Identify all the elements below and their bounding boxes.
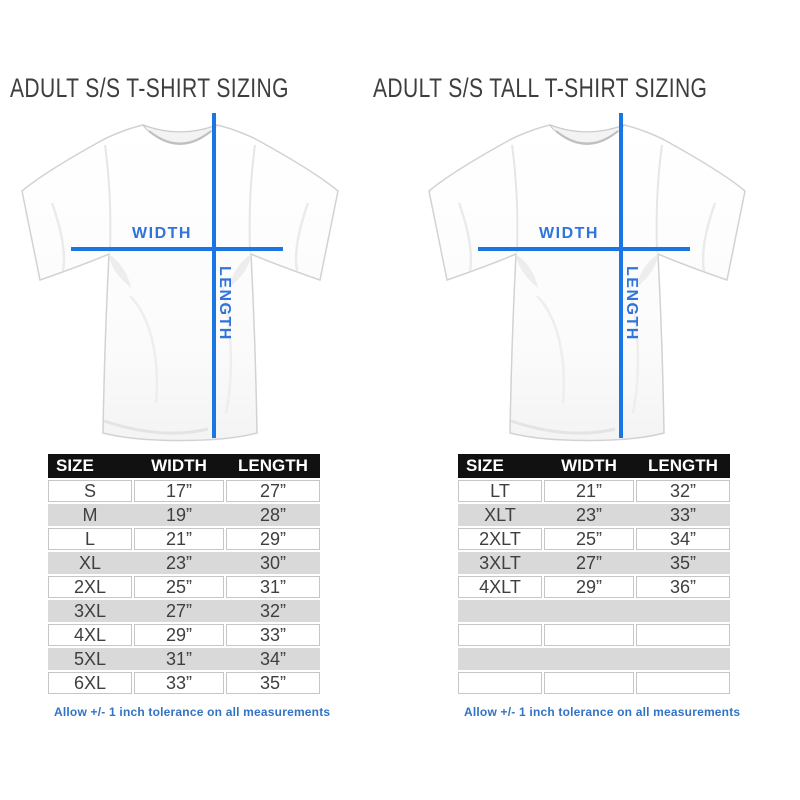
width-cell: 23”: [165, 553, 192, 573]
size-cell: [458, 672, 542, 694]
table-header-row: SIZE WIDTH LENGTH: [458, 454, 730, 478]
header-length: LENGTH: [238, 456, 308, 475]
right-panel-title: ADULT S/S TALL T-SHIRT SIZING: [373, 73, 708, 103]
size-cell: 2XL: [48, 576, 132, 598]
right-tshirt-diagram: WIDTH LENGTH: [427, 113, 747, 442]
length-cell: 30”: [259, 553, 286, 573]
size-cell: 6XL: [48, 672, 132, 694]
length-cell: [636, 600, 730, 622]
length-cell: 34”: [636, 528, 730, 550]
width-cell: [544, 672, 634, 694]
tshirt-illustration: [20, 123, 340, 442]
size-cell: S: [48, 480, 132, 502]
table-row: S 17” 27”: [48, 480, 320, 502]
header-size: SIZE: [56, 456, 94, 475]
table-row: 3XL 27” 32”: [48, 600, 320, 622]
width-cell: 29”: [134, 624, 224, 646]
left-tshirt-diagram: WIDTH LENGTH: [20, 113, 340, 442]
width-cell: 21”: [134, 528, 224, 550]
width-cell: [544, 624, 634, 646]
size-cell: XL: [78, 553, 102, 573]
width-cell: 33”: [134, 672, 224, 694]
header-width: WIDTH: [151, 456, 207, 475]
width-label: WIDTH: [539, 225, 599, 242]
regular-size-table: SIZE WIDTH LENGTH S 17” 27” M 19” 28” L …: [48, 454, 320, 696]
table-row: XL 23” 30”: [48, 552, 320, 574]
width-cell: 19”: [165, 505, 192, 525]
size-cell: 3XLT: [479, 553, 521, 573]
width-cell: [544, 648, 634, 670]
length-cell: 28”: [259, 505, 286, 525]
length-cell: 33”: [226, 624, 320, 646]
table-row: XLT 23” 33”: [458, 504, 730, 526]
width-cell: 21”: [544, 480, 634, 502]
header-length: LENGTH: [648, 456, 718, 475]
length-label: LENGTH: [623, 266, 640, 341]
width-cell: 31”: [165, 649, 192, 669]
table-row: M 19” 28”: [48, 504, 320, 526]
table-row: L 21” 29”: [48, 528, 320, 550]
width-cell: 25”: [134, 576, 224, 598]
length-cell: 33”: [669, 505, 696, 525]
length-cell: 36”: [636, 576, 730, 598]
length-cell: [636, 624, 730, 646]
tolerance-note: Allow +/- 1 inch tolerance on all measur…: [54, 705, 331, 719]
tall-size-table: SIZE WIDTH LENGTH LT 21” 32” XLT 23” 33”…: [458, 454, 730, 696]
table-row: 4XL 29” 33”: [48, 624, 320, 646]
table-row: 2XL 25” 31”: [48, 576, 320, 598]
size-cell: 4XLT: [458, 576, 542, 598]
table-row: 3XLT 27” 35”: [458, 552, 730, 574]
size-cell: 4XL: [48, 624, 132, 646]
length-cell: 35”: [226, 672, 320, 694]
size-cell: 2XLT: [458, 528, 542, 550]
table-row: LT 21” 32”: [458, 480, 730, 502]
size-cell: [458, 600, 542, 622]
length-cell: 32”: [636, 480, 730, 502]
size-cell: 5XL: [73, 649, 107, 669]
table-header-row: SIZE WIDTH LENGTH: [48, 454, 320, 478]
width-cell: 29”: [544, 576, 634, 598]
empty-table-row: [458, 672, 730, 694]
size-cell: [458, 648, 542, 670]
width-cell: 25”: [544, 528, 634, 550]
length-cell: 29”: [226, 528, 320, 550]
table-row: 4XLT 29” 36”: [458, 576, 730, 598]
width-cell: [544, 600, 634, 622]
table-row: 5XL 31” 34”: [48, 648, 320, 670]
length-cell: 32”: [259, 601, 286, 621]
size-cell: 3XL: [73, 601, 107, 621]
size-cell: L: [48, 528, 132, 550]
header-width: WIDTH: [561, 456, 617, 475]
width-label: WIDTH: [132, 225, 192, 242]
length-cell: 27”: [226, 480, 320, 502]
size-cell: XLT: [484, 505, 516, 525]
empty-table-row: [458, 648, 730, 670]
width-cell: 17”: [134, 480, 224, 502]
table-row: 6XL 33” 35”: [48, 672, 320, 694]
size-cell: LT: [458, 480, 542, 502]
width-cell: 23”: [575, 505, 602, 525]
width-cell: 27”: [575, 553, 602, 573]
size-cell: M: [82, 505, 98, 525]
empty-table-row: [458, 600, 730, 622]
tshirt-illustration: [427, 123, 747, 442]
width-cell: 27”: [165, 601, 192, 621]
header-size: SIZE: [466, 456, 504, 475]
left-panel-title: ADULT S/S T-SHIRT SIZING: [10, 73, 289, 103]
table-row: 2XLT 25” 34”: [458, 528, 730, 550]
length-cell: 35”: [669, 553, 696, 573]
length-cell: 31”: [226, 576, 320, 598]
tolerance-note: Allow +/- 1 inch tolerance on all measur…: [464, 705, 741, 719]
length-cell: 34”: [259, 649, 286, 669]
empty-table-row: [458, 624, 730, 646]
size-cell: [458, 624, 542, 646]
length-cell: [636, 672, 730, 694]
length-cell: [636, 648, 730, 670]
length-label: LENGTH: [216, 266, 233, 341]
